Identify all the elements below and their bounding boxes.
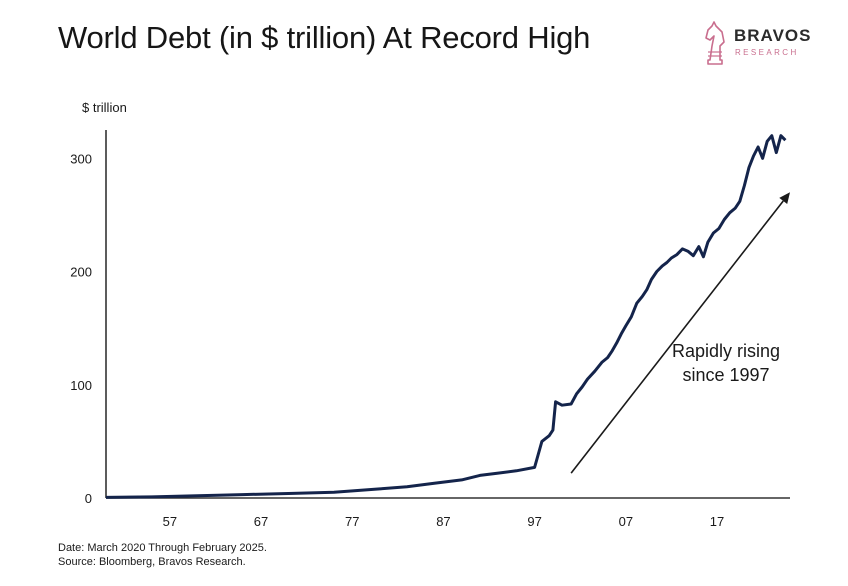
y-tick-label: 200	[70, 265, 92, 280]
series-line	[105, 134, 787, 499]
y-tick-label: 300	[70, 151, 92, 166]
x-tick-label: 87	[436, 514, 450, 529]
source-note: Source: Bloomberg, Bravos Research.	[58, 556, 246, 568]
y-tick-label: 100	[70, 378, 92, 393]
annotation-line-1: Rapidly rising	[672, 341, 780, 361]
x-tick-label: 07	[619, 514, 633, 529]
date-note: Date: March 2020 Through February 2025.	[58, 542, 267, 554]
brand-name: BRAVOS	[734, 26, 812, 45]
y-tick-label: 0	[85, 491, 92, 506]
x-tick-label: 17	[710, 514, 724, 529]
chess-knight-icon	[705, 21, 725, 65]
chart-title: World Debt (in $ trillion) At Record Hig…	[58, 20, 591, 55]
brand-subtitle: RESEARCH	[735, 48, 799, 57]
x-tick-label: 77	[345, 514, 359, 529]
trend-arrow-head	[779, 192, 790, 205]
x-tick-label: 67	[254, 514, 268, 529]
trend-arrow	[570, 200, 784, 474]
annotation-line-2: since 1997	[682, 365, 769, 385]
brand-logo: BRAVOS RESEARCH	[702, 20, 832, 72]
x-tick-label: 57	[163, 514, 177, 529]
x-tick-label: 97	[527, 514, 541, 529]
y-axis-label: $ trillion	[82, 100, 127, 115]
